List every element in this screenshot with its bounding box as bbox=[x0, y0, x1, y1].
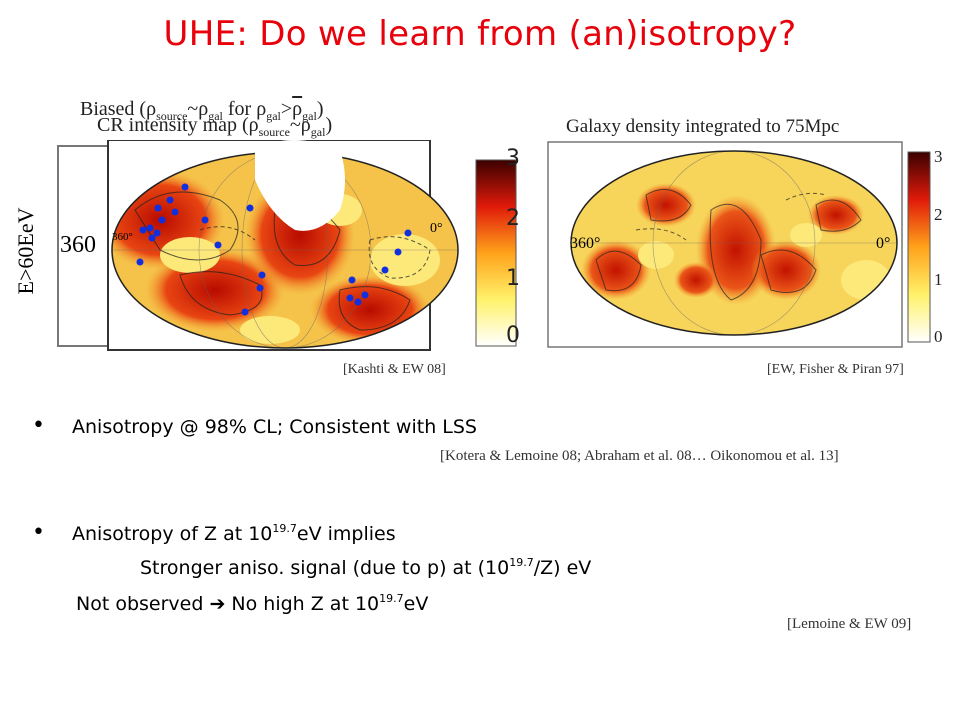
slide-title: UHE: Do we learn from (an)isotropy? bbox=[163, 14, 797, 54]
colorbar-left-tick: 1 bbox=[506, 266, 520, 291]
cr-event bbox=[354, 298, 362, 306]
citation-lemoine: [Lemoine & EW 09] bbox=[787, 616, 912, 632]
colorbar-left-tick: 0 bbox=[506, 323, 520, 348]
cr-event bbox=[181, 183, 189, 191]
cr-event bbox=[394, 248, 402, 256]
colorbar-left-tick: 3 bbox=[506, 146, 520, 171]
line-stronger-signal: Stronger aniso. signal (due to p) at (10… bbox=[140, 556, 592, 579]
cr-event bbox=[258, 271, 266, 279]
bullet-dot: • bbox=[32, 520, 45, 545]
citation-kotera: [Kotera & Lemoine 08; Abraham et al. 08…… bbox=[440, 448, 839, 464]
colorbar-right-tick: 1 bbox=[934, 270, 943, 289]
cr-event bbox=[381, 266, 389, 274]
bullet-anisotropy-z: Anisotropy of Z at 1019.7eV implies bbox=[72, 522, 396, 545]
cr-event bbox=[148, 234, 156, 242]
cr-event bbox=[214, 241, 222, 249]
arrow-right-icon: ➔ bbox=[209, 593, 226, 615]
cr-intensity-label: CR intensity map (ρsource~ρgal) bbox=[97, 114, 333, 139]
lon-right-label: 0° bbox=[430, 221, 443, 236]
cr-event bbox=[201, 216, 209, 224]
lon-right-label: 0° bbox=[876, 235, 890, 252]
cr-event bbox=[246, 204, 254, 212]
cr-event bbox=[241, 308, 249, 316]
cr-event bbox=[346, 294, 354, 302]
lon-left-label: 360° bbox=[570, 235, 600, 252]
cr-event bbox=[348, 276, 356, 284]
cr-event bbox=[146, 224, 154, 232]
bullet-dot: • bbox=[32, 413, 45, 438]
colorbar-right-tick: 3 bbox=[934, 147, 943, 166]
cr-event bbox=[256, 284, 264, 292]
cr-intensity-map: 360 360° 0° 3 2 1 0 bbox=[57, 140, 520, 351]
citation-kashti: [Kashti & EW 08] bbox=[343, 362, 446, 377]
line-not-observed: Not observed ➔ No high Z at 1019.7eV bbox=[76, 592, 429, 615]
cr-event-markers bbox=[136, 183, 412, 316]
cr-event bbox=[166, 196, 174, 204]
cr-event bbox=[136, 258, 144, 266]
cr-event bbox=[404, 229, 412, 237]
cr-event bbox=[171, 208, 179, 216]
colorbar-right-tick: 2 bbox=[934, 205, 943, 224]
colorbar-right bbox=[907, 151, 931, 343]
cr-event bbox=[158, 216, 166, 224]
colorbar-left-tick: 2 bbox=[506, 206, 520, 231]
biased-label: Biased (ρsource~ρgal for ρgal>ρgal) bbox=[80, 98, 324, 123]
cr-event bbox=[139, 226, 147, 234]
cr-event bbox=[154, 204, 162, 212]
galaxy-density-map: 360° 0° 3 2 1 0 bbox=[547, 141, 943, 348]
cr-event bbox=[361, 291, 369, 299]
lon-left-small-label: 360° bbox=[112, 231, 133, 243]
colorbar-right-tick: 0 bbox=[934, 327, 943, 346]
citation-ew-fisher: [EW, Fisher & Piran 97] bbox=[767, 362, 904, 377]
galaxy-density-label: Galaxy density integrated to 75Mpc bbox=[566, 116, 840, 137]
colorbar-left bbox=[475, 159, 517, 347]
bullet-anisotropy-cl: Anisotropy @ 98% CL; Consistent with LSS bbox=[72, 416, 477, 438]
lon-left-label: 360 bbox=[60, 232, 96, 258]
cr-event bbox=[153, 229, 161, 237]
